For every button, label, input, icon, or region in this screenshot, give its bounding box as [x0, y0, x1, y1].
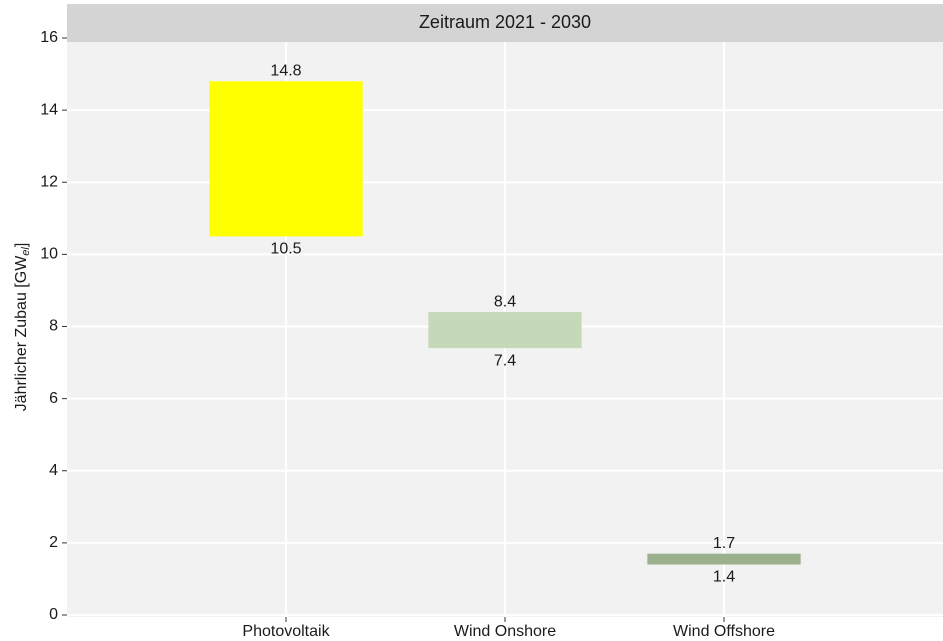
y-tick-label: 16 [40, 29, 58, 46]
y-label-sub: el [20, 247, 32, 256]
strip-title: Zeitraum 2021 - 2030 [419, 12, 591, 32]
y-axis-label: Jährlicher Zubau [GWel] [13, 243, 32, 412]
y-label-text: Jährlicher Zubau [GW [13, 255, 30, 412]
y-tick-label: 14 [40, 101, 58, 118]
y-label-suffix: ] [13, 243, 30, 247]
range-bar [209, 81, 363, 237]
high-label: 14.8 [270, 62, 301, 79]
strip [67, 4, 943, 42]
low-label: 7.4 [494, 352, 516, 369]
high-label: 8.4 [494, 293, 516, 310]
high-label: 1.7 [713, 535, 735, 552]
x-tick-label: Photovoltaik [242, 623, 330, 640]
y-tick-label: 4 [49, 462, 58, 479]
y-tick-label: 8 [49, 318, 58, 335]
x-tick-label: Wind Onshore [454, 623, 556, 640]
range-bar [428, 312, 582, 349]
low-label: 1.4 [713, 569, 735, 586]
y-tick-label: 0 [49, 606, 58, 623]
y-tick-label: 12 [40, 173, 58, 190]
x-tick-label: Wind Offshore [673, 623, 775, 640]
range-bar [647, 553, 801, 565]
y-tick-label: 6 [49, 390, 58, 407]
y-tick-label: 10 [40, 246, 58, 263]
y-tick-label: 2 [49, 534, 58, 551]
low-label: 10.5 [270, 241, 301, 258]
marks: 14.8 10.5 8.4 7.4 1.7 1.4 [209, 62, 801, 586]
